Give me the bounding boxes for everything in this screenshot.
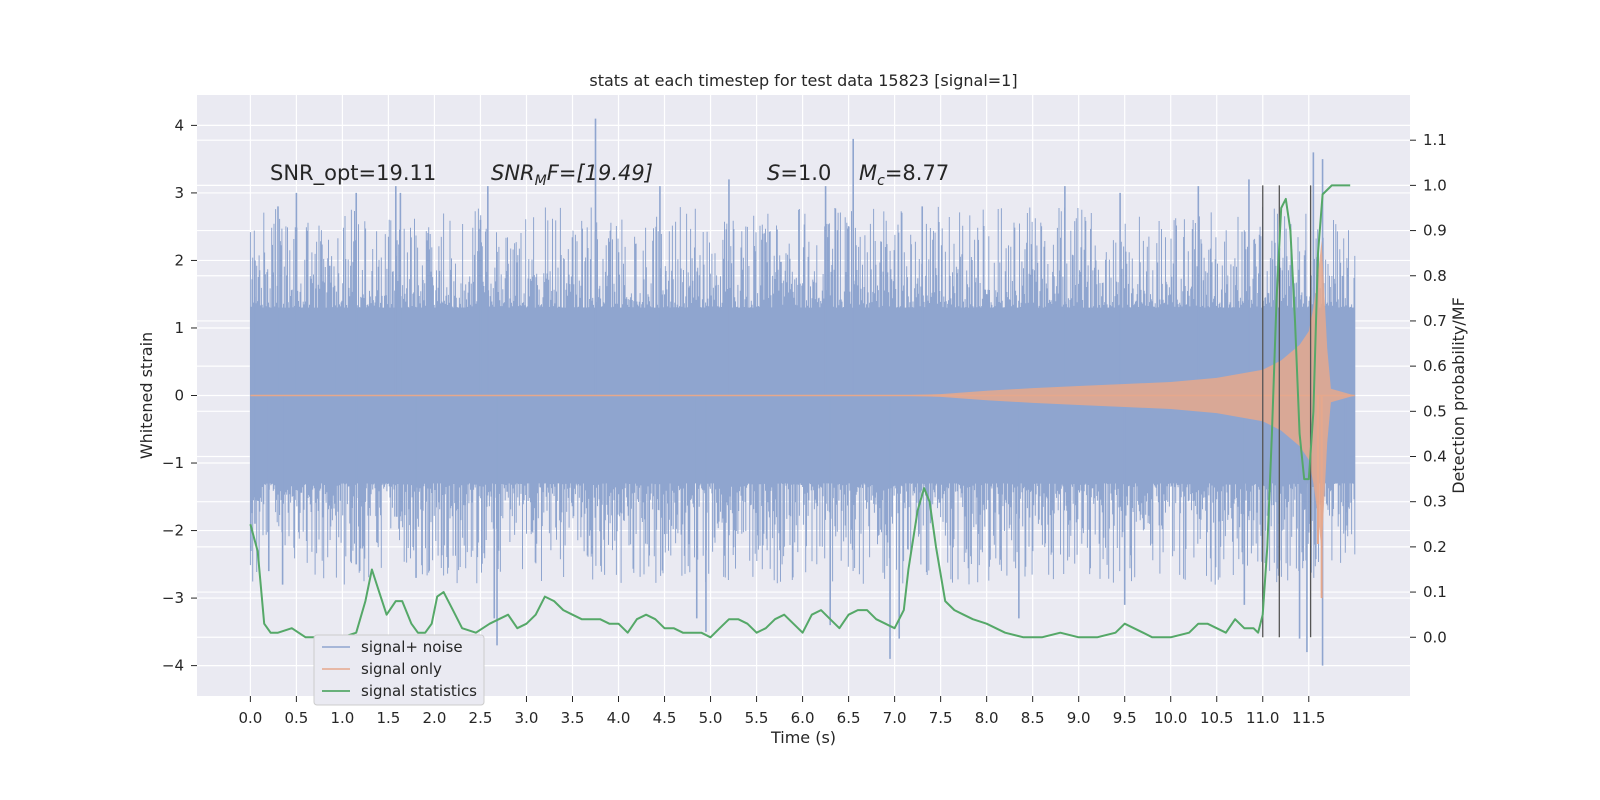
- legend-label-signal-only: signal only: [361, 660, 442, 678]
- legend: signal+ noise signal only signal statist…: [313, 634, 485, 706]
- y-right-axis-label: Detection probability/MF: [1449, 297, 1468, 494]
- y-right-tick-label-10: 0.1: [1423, 583, 1447, 601]
- plot-content: [249, 118, 1356, 666]
- annotations: SNR_opt=19.11 SNRMF=[19.49] S=1.0 Mc=8.7…: [270, 161, 949, 189]
- x-tick-label-5: 2.5: [469, 709, 493, 727]
- x-tick-label-10: 5.0: [699, 709, 723, 727]
- legend-frame: [313, 634, 485, 706]
- y-left-tick-label-1: 3: [174, 184, 184, 202]
- x-tick-label-2: 1.0: [330, 709, 354, 727]
- x-tick-label-17: 8.5: [1021, 709, 1045, 727]
- x-tick-label-23: 11.5: [1292, 709, 1325, 727]
- y-left-tick-label-6: −2: [162, 522, 184, 540]
- annotation-snr-mf-rest: F=[19.49]: [547, 161, 653, 185]
- statistics-line: [249, 184, 1351, 639]
- x-tick-label-1: 0.5: [284, 709, 308, 727]
- annotation-snr-mf: SNRMF=[19.49]: [491, 161, 653, 189]
- y-right-tick-label-5: 0.6: [1423, 357, 1447, 375]
- annotation-mc-symbol: M: [859, 161, 877, 185]
- x-tick-label-14: 7.0: [883, 709, 907, 727]
- y-right-tick-label-6: 0.5: [1423, 402, 1447, 420]
- x-tick-label-16: 8.0: [975, 709, 999, 727]
- annotation-snr-mf-subscript: M: [535, 173, 547, 189]
- y-left-tick-label-0: 4: [174, 116, 184, 134]
- y-left-axis-label: Whitened strain: [137, 332, 156, 459]
- y-left-tick-label-2: 2: [174, 251, 184, 269]
- x-tick-label-6: 3.0: [515, 709, 539, 727]
- x-tick-label-19: 9.5: [1113, 709, 1137, 727]
- chart-title: stats at each timestep for test data 158…: [589, 71, 1017, 90]
- x-tick-label-15: 7.5: [929, 709, 953, 727]
- series-signal-only: [250, 240, 1355, 599]
- x-tick-label-0: 0.0: [238, 709, 262, 727]
- x-tick-label-20: 10.0: [1154, 709, 1187, 727]
- legend-label-signal-noise: signal+ noise: [361, 638, 463, 656]
- annotation-s: S=1.0: [767, 161, 831, 185]
- y-right-tick-label-11: 0.0: [1423, 628, 1447, 646]
- x-axis-label: Time (s): [770, 728, 836, 747]
- x-tick-label-21: 10.5: [1200, 709, 1233, 727]
- y-right-tick-label-3: 0.8: [1423, 267, 1447, 285]
- y-left-tick-label-7: −3: [162, 589, 184, 607]
- y-right-tick-label-1: 1.0: [1423, 176, 1447, 194]
- x-tick-label-22: 11.0: [1246, 709, 1279, 727]
- y-right-tick-label-0: 1.1: [1423, 131, 1447, 149]
- x-axis-ticks: 0.0 0.5 1.0 1.5 2.0 2.5 3.0 3.5 4.0 4.5 5.0 5.5 6.0 6…: [238, 696, 1325, 727]
- x-tick-label-9: 4.5: [653, 709, 677, 727]
- y-right-tick-label-8: 0.3: [1423, 493, 1447, 511]
- annotation-snr-opt: SNR_opt=19.11: [270, 161, 436, 186]
- y-right-tick-label-9: 0.2: [1423, 538, 1447, 556]
- y-left-tick-label-8: −4: [162, 657, 184, 675]
- y-left-tick-label-4: 0: [174, 387, 184, 405]
- y-right-tick-label-7: 0.4: [1423, 448, 1447, 466]
- y-left-tick-label-5: −1: [162, 454, 184, 472]
- y-left-tick-label-3: 1: [174, 319, 184, 337]
- annotation-mc-subscript: c: [877, 173, 885, 189]
- x-tick-label-18: 9.0: [1067, 709, 1091, 727]
- y-right-axis-ticks: 1.1 1.0 0.9 0.8 0.7 0.6 0.5 0.4 0.3 0.2 0.1 0.0: [1410, 131, 1447, 646]
- y-right-tick-label-4: 0.7: [1423, 312, 1447, 330]
- series-signal-statistics: [249, 184, 1351, 639]
- y-left-axis-ticks: 4 3 2 1 0 −1 −2 −3 −4: [162, 116, 197, 675]
- x-tick-label-4: 2.0: [423, 709, 447, 727]
- annotation-mc: Mc=8.77: [859, 161, 949, 189]
- annotation-s-symbol: S: [767, 161, 780, 185]
- annotation-s-value: =1.0: [780, 161, 831, 185]
- x-tick-label-7: 3.5: [561, 709, 585, 727]
- annotation-mc-value: =8.77: [885, 161, 949, 185]
- x-tick-label-8: 4.0: [607, 709, 631, 727]
- annotation-snr-mf-symbol: SNR: [491, 161, 535, 185]
- x-tick-label-11: 5.5: [745, 709, 769, 727]
- x-tick-label-12: 6.0: [791, 709, 815, 727]
- x-tick-label-3: 1.5: [376, 709, 400, 727]
- y-right-tick-label-2: 0.9: [1423, 222, 1447, 240]
- x-tick-label-13: 6.5: [837, 709, 861, 727]
- legend-label-signal-statistics: signal statistics: [361, 682, 477, 700]
